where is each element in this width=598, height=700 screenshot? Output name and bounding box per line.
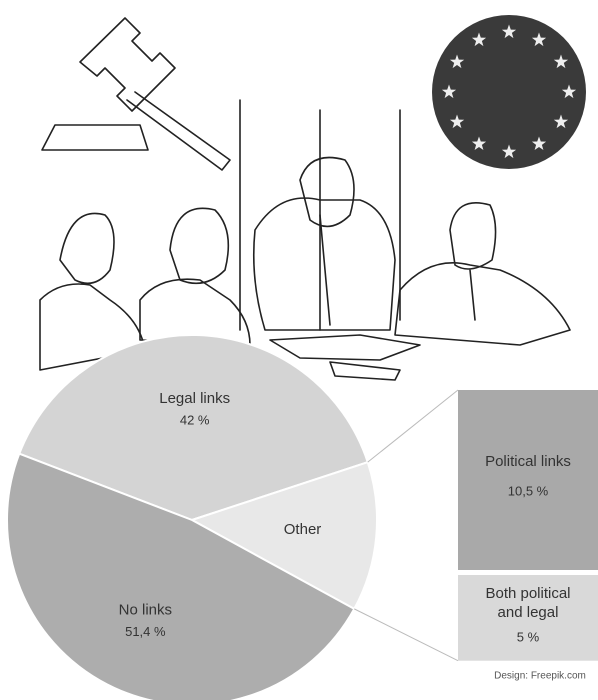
- star: [553, 114, 569, 129]
- star: [471, 32, 487, 47]
- chart: Legal links 42 % Other No links 51,4 % Politi…: [6, 333, 598, 700]
- connector: [367, 389, 459, 463]
- slice-value: 51,4 %: [125, 624, 166, 639]
- breakdown-value: 10,5 %: [508, 483, 549, 498]
- star: [561, 84, 577, 99]
- connector: [354, 608, 459, 662]
- star: [531, 32, 547, 47]
- slice-value: 42 %: [180, 412, 210, 427]
- pie-slice: [6, 452, 356, 700]
- breakdown-label: Political links: [485, 453, 571, 470]
- breakdown-label: Both political and legal: [485, 585, 570, 621]
- pie-slice: [189, 460, 378, 611]
- star: [501, 144, 517, 159]
- breakdown-value: 5 %: [517, 629, 540, 644]
- eu-flag: [432, 15, 586, 169]
- slice-label: Legal links: [159, 390, 230, 407]
- star: [553, 54, 569, 69]
- star: [449, 54, 465, 69]
- star: [501, 24, 517, 39]
- breakdown-bar: [458, 390, 598, 570]
- star: [531, 136, 547, 150]
- star: [471, 136, 487, 150]
- slice-label: Other: [284, 521, 322, 538]
- illustration: [39, 15, 586, 381]
- star: [449, 114, 465, 129]
- star: [441, 84, 457, 99]
- slice-label: No links: [119, 602, 172, 619]
- pie-slice: [17, 333, 369, 522]
- credit: Design: Freepik.com: [494, 671, 586, 682]
- breakdown-bar: [458, 575, 598, 661]
